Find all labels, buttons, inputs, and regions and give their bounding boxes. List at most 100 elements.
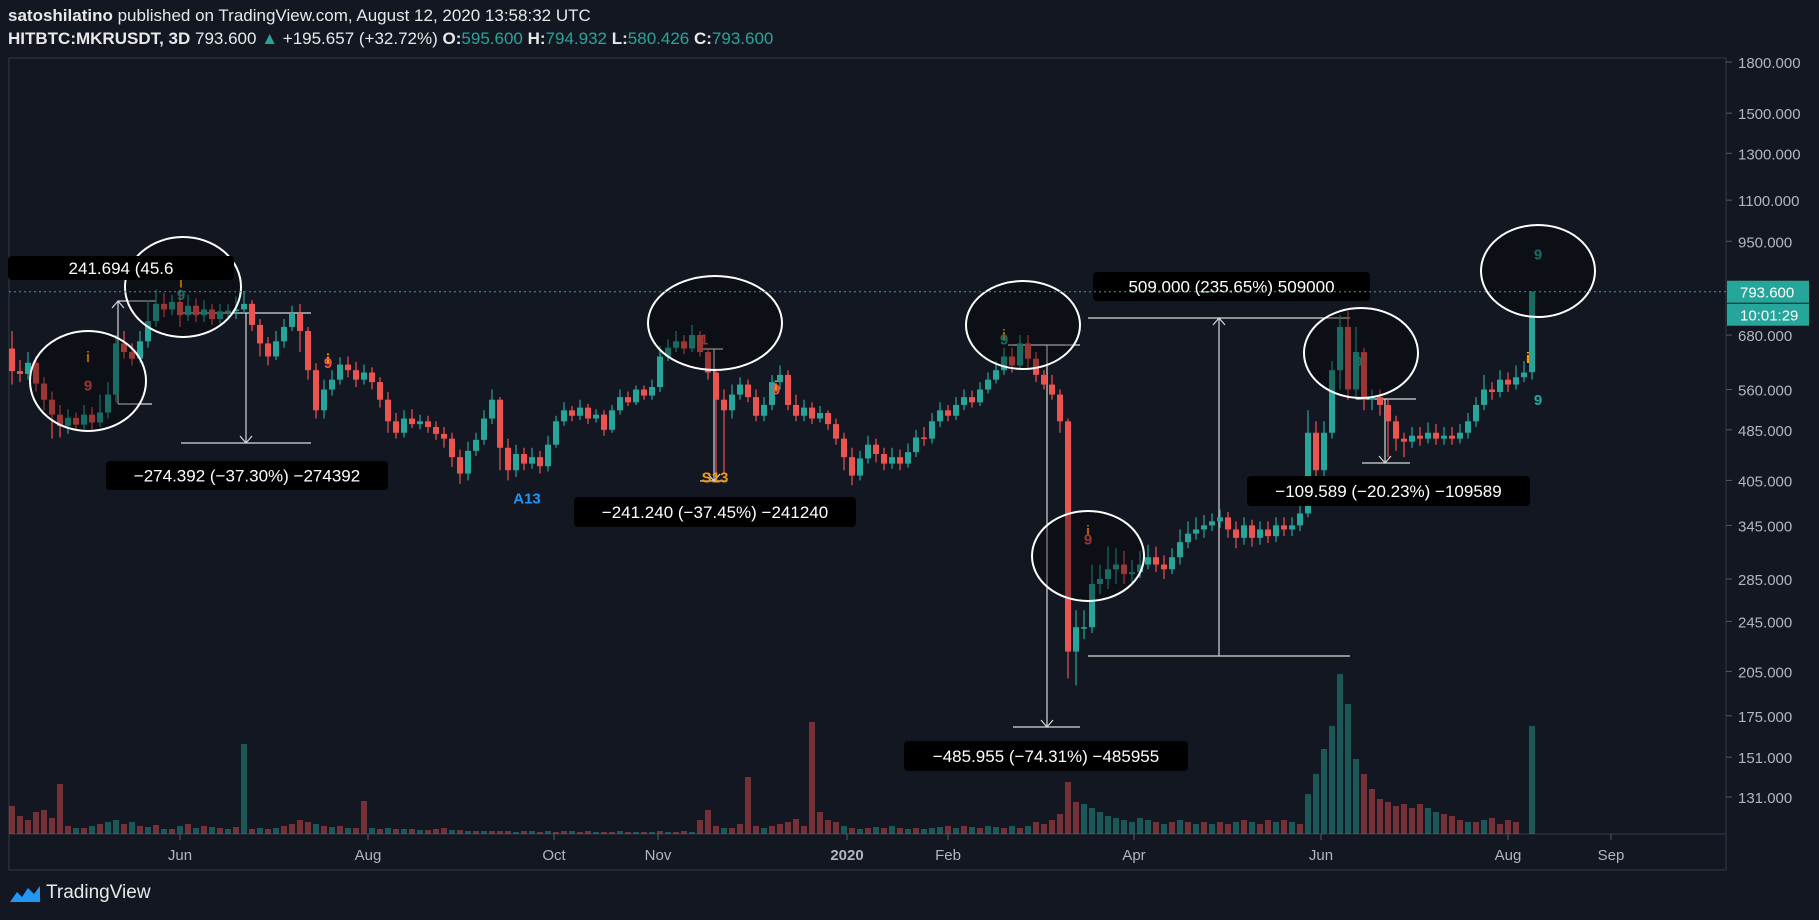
volume-bar: [1009, 826, 1015, 834]
annotation-ellipse[interactable]: [29, 330, 147, 432]
td-label: 1: [700, 332, 708, 349]
candle-body: [345, 364, 351, 371]
candle-body: [889, 457, 895, 464]
candle-body: [1049, 384, 1055, 395]
annotation-ellipse[interactable]: [647, 275, 783, 371]
measure-arrow: [707, 473, 721, 482]
candle-body: [1361, 352, 1367, 400]
candle-body: [1193, 529, 1199, 534]
price-tick-label: 680.000: [1738, 328, 1792, 345]
candle-body: [921, 437, 927, 439]
price-tick-label: 1100.000: [1738, 193, 1799, 210]
candle-body: [209, 309, 215, 320]
volume-bar: [153, 825, 159, 834]
volume-bar: [929, 828, 935, 834]
candle-body: [1305, 432, 1311, 514]
measure-label: −241.240 (−37.45%) −241240: [602, 503, 828, 522]
candle-body: [137, 341, 143, 359]
volume-bar: [705, 810, 711, 834]
candle-body: [1145, 557, 1151, 565]
measure-label: −274.392 (−37.30%) −274392: [134, 467, 360, 486]
volume-bar: [537, 832, 543, 834]
volume-bar: [305, 822, 311, 834]
symbol-label: HITBTC:MKRUSDT, 3D: [8, 29, 191, 48]
candle-body: [969, 397, 975, 403]
measure-label-box[interactable]: [1093, 272, 1370, 301]
tradingview-footer[interactable]: TradingView: [8, 882, 151, 904]
volume-bar: [761, 828, 767, 834]
candle-body: [153, 303, 159, 321]
annotation-ellipse[interactable]: [124, 236, 242, 338]
candle-body: [1313, 432, 1319, 471]
candle-body: [353, 370, 359, 380]
candle-body: [777, 374, 783, 383]
candle-body: [785, 374, 791, 405]
price-chart[interactable]: i9i9i91i9i9i9i9i99S13A13 241.694 (45.6−2…: [0, 0, 1819, 880]
price-tick-label: 345.000: [1738, 518, 1792, 535]
candle-body: [1417, 435, 1423, 439]
annotation-ellipse[interactable]: [1480, 224, 1596, 318]
measure-label-box[interactable]: [1247, 476, 1530, 506]
low-value: 580.426: [627, 29, 690, 48]
candle-body: [169, 302, 175, 310]
volume-bar: [1217, 822, 1223, 834]
volume-bar: [505, 831, 511, 834]
candle-body: [185, 305, 191, 316]
volume-bar: [1041, 824, 1047, 834]
volume-bar: [401, 829, 407, 834]
candle-body: [385, 399, 391, 422]
td-label: 9: [1534, 392, 1542, 409]
time-tick-label: Jun: [1309, 847, 1333, 864]
price-tick-label: 205.000: [1738, 664, 1792, 681]
candle-body: [1425, 432, 1431, 439]
candle-body: [545, 444, 551, 467]
volume-bar: [185, 824, 191, 834]
volume-bar: [1225, 824, 1231, 834]
candle-body: [1489, 389, 1495, 393]
volume-bar: [497, 831, 503, 834]
volume-bar: [577, 832, 583, 834]
volume-bar: [1473, 822, 1479, 834]
candle-body: [145, 320, 151, 342]
price-axis[interactable]: 1800.000 1500.000 1300.000 1100.000 950.000 6…: [9, 55, 1809, 807]
candle-body: [865, 444, 871, 459]
td-label: 9: [1534, 247, 1542, 264]
candle-body: [1185, 533, 1191, 543]
time-axis[interactable]: Jun Aug Oct Nov 2020 Feb Apr Jun Aug Sep: [168, 834, 1624, 864]
volume-bar: [545, 831, 551, 834]
volume-bar: [113, 820, 119, 834]
author-name[interactable]: satoshilatino: [8, 6, 113, 25]
volume-bar: [385, 828, 391, 834]
volume-bar: [281, 826, 287, 834]
candle-body: [225, 310, 231, 313]
volume-bar: [649, 832, 655, 834]
measure-label-box[interactable]: [106, 461, 388, 490]
volume-bar: [1193, 824, 1199, 834]
candle-body: [33, 362, 39, 384]
volume-bar: [745, 777, 751, 834]
volume-bar: [1177, 820, 1183, 834]
measure-label-box[interactable]: [8, 256, 234, 280]
measure-label-box[interactable]: [574, 497, 856, 527]
volume-bar: [177, 826, 183, 834]
candle-body: [1433, 432, 1439, 439]
candle-body: [1241, 525, 1247, 538]
candle-body: [761, 404, 767, 416]
volume-bar: [1249, 822, 1255, 834]
volume-bar: [737, 824, 743, 834]
volume-bar: [1409, 808, 1415, 834]
candle-body: [1057, 394, 1063, 422]
volume-bar: [1353, 759, 1359, 834]
price-tick-label: 405.000: [1738, 473, 1792, 490]
candle-body: [305, 330, 311, 371]
measure-label-box[interactable]: [904, 741, 1188, 771]
td-label: S13: [702, 469, 729, 486]
candle-body: [937, 410, 943, 422]
annotation-ellipse[interactable]: [1303, 307, 1419, 399]
tradingview-logo-icon: [10, 886, 40, 902]
candle-body: [1065, 421, 1071, 652]
annotation-ellipse[interactable]: [965, 280, 1081, 370]
volume-bar: [1497, 824, 1503, 834]
annotation-ellipse[interactable]: [1031, 510, 1145, 602]
candle-body: [1385, 404, 1391, 422]
